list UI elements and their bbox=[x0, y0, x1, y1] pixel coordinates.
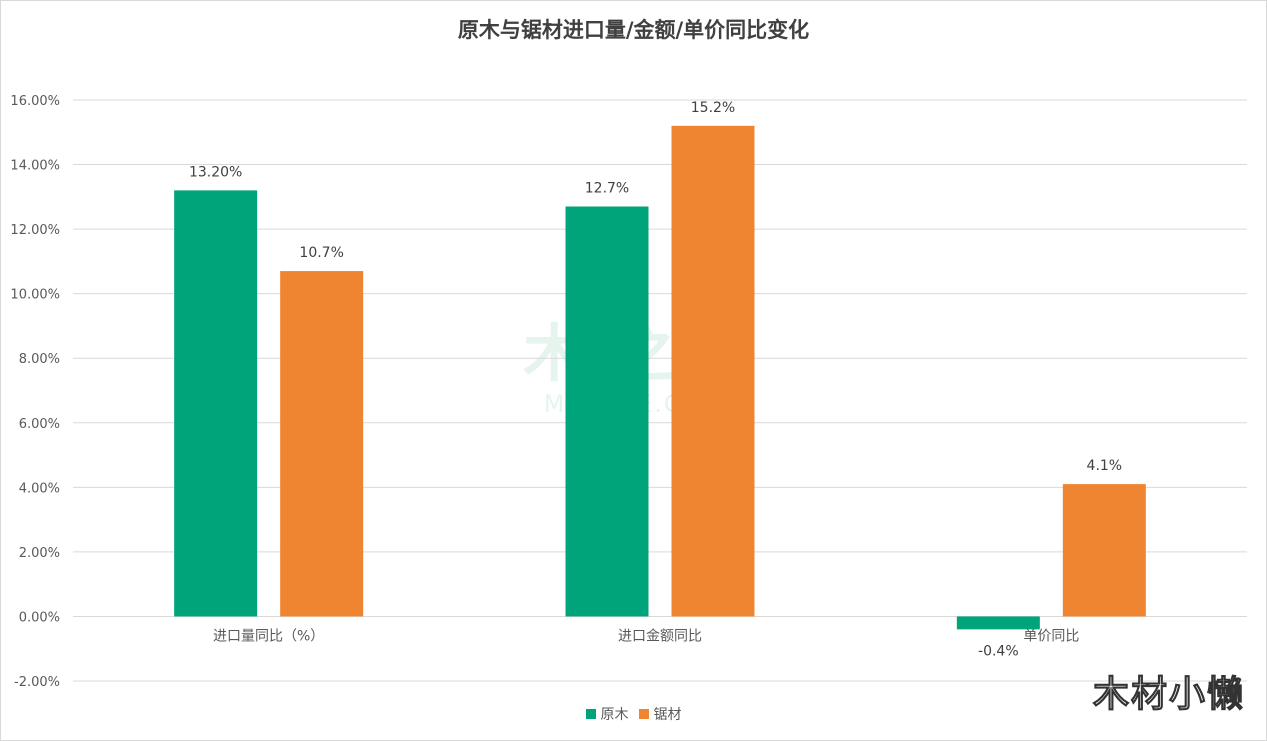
y-tick-label: 12.00% bbox=[10, 223, 60, 238]
legend-label: 原木 bbox=[600, 707, 629, 723]
data-label: -0.4% bbox=[978, 643, 1019, 659]
data-label: 10.7% bbox=[299, 245, 343, 261]
legend-item: 原木 bbox=[585, 704, 629, 724]
legend-swatch bbox=[638, 709, 649, 719]
y-tick-label: 8.00% bbox=[19, 352, 60, 367]
y-tick-label: 10.00% bbox=[10, 288, 60, 303]
bar-series-2 bbox=[1062, 484, 1146, 617]
y-tick-label: 16.00% bbox=[10, 94, 60, 109]
y-tick-label: 2.00% bbox=[19, 546, 60, 561]
legend-item: 锯材 bbox=[638, 704, 682, 724]
bar-series-1 bbox=[174, 190, 258, 617]
data-label: 12.7% bbox=[585, 181, 629, 197]
bar-series-1 bbox=[565, 206, 649, 617]
y-tick-label: 14.00% bbox=[10, 159, 60, 174]
bar-series-2 bbox=[671, 125, 755, 617]
x-category-label: 进口金额同比 bbox=[618, 628, 702, 644]
bar-series-2 bbox=[280, 271, 364, 617]
data-label: 15.2% bbox=[691, 100, 735, 116]
legend-label: 锯材 bbox=[653, 707, 682, 723]
data-label: 13.20% bbox=[189, 164, 242, 180]
y-tick-label: 4.00% bbox=[19, 481, 60, 496]
corner-watermark: 木材小懒 bbox=[1092, 674, 1245, 716]
label-layer: -2.00% 0.00% 2.00% 4.00% 6.00% 8.00% 10.00% 12.… bbox=[10, 94, 1122, 690]
data-label: 4.1% bbox=[1087, 458, 1123, 474]
x-category-label: 单价同比 bbox=[1023, 628, 1079, 644]
grid-layer bbox=[73, 99, 1247, 682]
legend-swatch bbox=[585, 709, 596, 719]
legend: 原木 锯材 bbox=[0, 704, 1267, 724]
y-tick-label: -2.00% bbox=[14, 675, 60, 690]
chart-title: 原木与锯材进口量/金额/单价同比变化 bbox=[457, 18, 810, 42]
bar-layer bbox=[174, 125, 1146, 630]
y-tick-label: 6.00% bbox=[19, 417, 60, 432]
y-tick-label: 0.00% bbox=[19, 610, 60, 625]
bar-series-1 bbox=[956, 616, 1040, 630]
x-category-label: 进口量同比（%） bbox=[213, 628, 324, 644]
